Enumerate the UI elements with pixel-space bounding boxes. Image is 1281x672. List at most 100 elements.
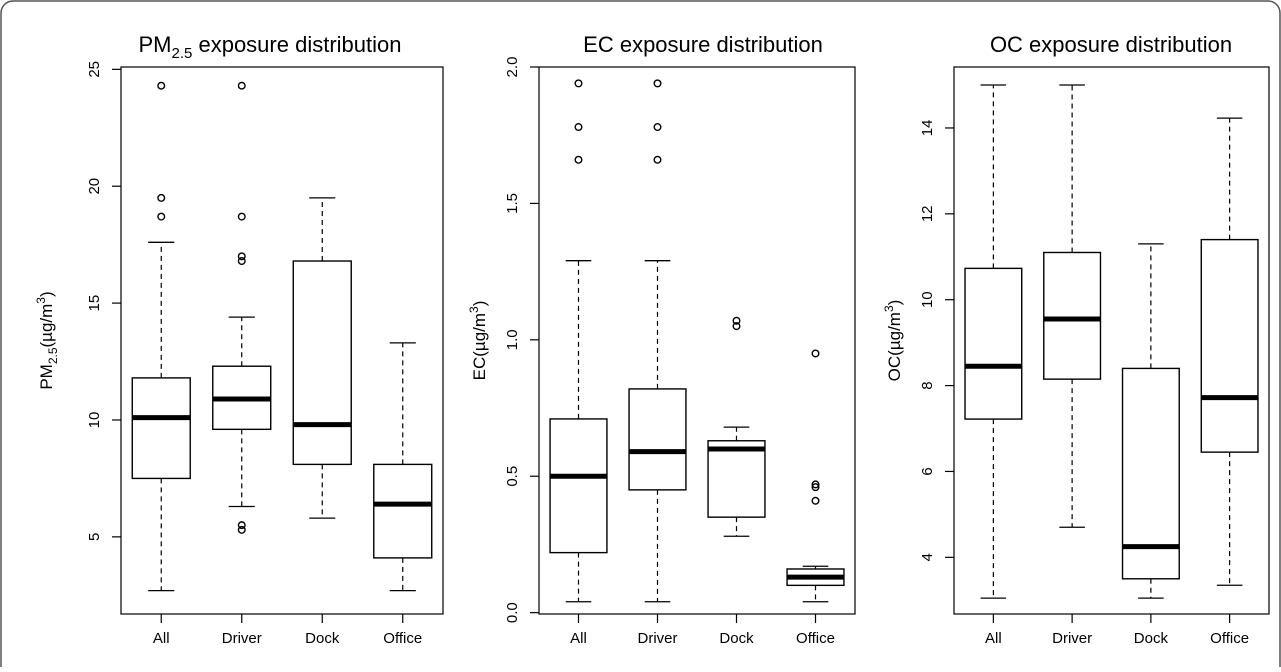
plot-frame bbox=[953, 66, 1270, 615]
iqr-box bbox=[1121, 367, 1180, 580]
panel-1: PM2.5 exposure distributionPM2.5(µg/m3)5… bbox=[34, 32, 444, 647]
iqr-box bbox=[1200, 238, 1259, 453]
iqr-box bbox=[707, 440, 766, 518]
outlier-point bbox=[574, 79, 583, 88]
x-tick-label: Dock bbox=[305, 630, 340, 647]
y-tick-label: 14 bbox=[919, 120, 936, 137]
outlier-point bbox=[811, 480, 820, 489]
y-tick-label: 1.0 bbox=[504, 329, 521, 350]
y-tick-label: 12 bbox=[919, 205, 936, 222]
outlier-point bbox=[574, 123, 583, 132]
y-tick-label: 10 bbox=[919, 291, 936, 308]
outlier-point bbox=[157, 81, 166, 90]
box-dock bbox=[707, 316, 766, 537]
ylabel-unit: (µg/m bbox=[470, 313, 489, 357]
plot-frame bbox=[120, 66, 444, 615]
outlier-point bbox=[237, 252, 246, 261]
y-tick-label: 10 bbox=[86, 412, 103, 429]
y-tick-label: 15 bbox=[86, 295, 103, 312]
x-tick-label: Driver bbox=[638, 630, 678, 647]
y-tick-label: 0.5 bbox=[504, 466, 521, 487]
outlier-point bbox=[732, 322, 741, 331]
x-tick-label: Driver bbox=[222, 630, 262, 647]
y-tick-label: 8 bbox=[919, 381, 936, 389]
outlier-point bbox=[811, 496, 820, 505]
ylabel-close: ) bbox=[470, 301, 489, 307]
y-tick-label: 0.0 bbox=[504, 602, 521, 623]
outlier-point bbox=[237, 257, 246, 266]
outlier-point bbox=[157, 193, 166, 202]
title-text: EC exposure distribution bbox=[583, 32, 823, 57]
ylabel-text: OC bbox=[885, 356, 904, 382]
ylabel-unit: (µg/m bbox=[885, 312, 904, 356]
title-text: OC exposure distribution bbox=[990, 32, 1232, 57]
iqr-box bbox=[131, 377, 191, 480]
y-axis-label: PM2.5(µg/m3) bbox=[34, 291, 60, 389]
ylabel-subscript: 2.5 bbox=[46, 347, 60, 364]
box-office bbox=[1200, 117, 1259, 586]
y-tick-label: 5 bbox=[86, 533, 103, 541]
outlier-point bbox=[237, 525, 246, 534]
y-tick-label: 6 bbox=[919, 467, 936, 475]
chart-title: EC exposure distribution bbox=[583, 32, 823, 57]
box-office bbox=[373, 342, 433, 592]
outlier-point bbox=[811, 349, 820, 358]
outlier-point bbox=[653, 123, 662, 132]
chart-title: OC exposure distribution bbox=[990, 32, 1232, 57]
box-dock bbox=[292, 197, 352, 519]
y-tick-label: 20 bbox=[86, 178, 103, 195]
panel-2: EC exposure distribution EC(µg/m3) 0.0 0.5 1… bbox=[467, 32, 856, 647]
ylabel-close: ) bbox=[885, 300, 904, 306]
plot-frame bbox=[538, 66, 856, 615]
box-driver bbox=[628, 79, 687, 603]
box-all bbox=[549, 79, 608, 603]
x-tick-label: All bbox=[570, 630, 587, 647]
ylabel-superscript: 3 bbox=[467, 306, 481, 313]
x-tick-label: Driver bbox=[1052, 630, 1092, 647]
x-tick-label: All bbox=[153, 630, 170, 647]
x-tick-label: All bbox=[985, 630, 1002, 647]
box-driver bbox=[212, 81, 272, 534]
x-tick-label: Office bbox=[1210, 630, 1249, 647]
outlier-point bbox=[237, 521, 246, 530]
outlier-point bbox=[574, 155, 583, 164]
title-subscript: 2.5 bbox=[172, 45, 193, 62]
ylabel-text: EC bbox=[470, 357, 489, 381]
iqr-box bbox=[549, 418, 608, 554]
ylabel-superscript: 3 bbox=[882, 305, 896, 312]
ylabel-unit: (µg/m bbox=[37, 304, 56, 348]
iqr-box bbox=[373, 463, 433, 559]
iqr-box bbox=[964, 267, 1023, 420]
outlier-point bbox=[237, 212, 246, 221]
iqr-box bbox=[292, 260, 352, 466]
outlier-point bbox=[811, 483, 820, 492]
outlier-point bbox=[653, 155, 662, 164]
title-text: PM bbox=[139, 32, 172, 57]
y-tick-label: 2.0 bbox=[504, 57, 521, 78]
ylabel-text: PM bbox=[37, 364, 56, 390]
ylabel-close: ) bbox=[37, 291, 56, 297]
title-text-rest: exposure distribution bbox=[192, 32, 401, 57]
chart-title: PM2.5 exposure distribution bbox=[139, 32, 402, 62]
box-all bbox=[964, 84, 1023, 599]
x-tick-label: Dock bbox=[1134, 630, 1169, 647]
y-axis-label: EC(µg/m3) bbox=[467, 301, 489, 381]
y-tick-label: 25 bbox=[86, 61, 103, 78]
x-tick-label: Office bbox=[796, 630, 835, 647]
outlier-point bbox=[653, 79, 662, 88]
outlier-point bbox=[237, 81, 246, 90]
outlier-point bbox=[732, 316, 741, 325]
box-dock bbox=[1121, 243, 1180, 599]
x-tick-label: Office bbox=[383, 630, 422, 647]
iqr-box bbox=[628, 388, 687, 491]
outlier-point bbox=[157, 212, 166, 221]
y-axis-label: OC(µg/m3) bbox=[882, 300, 904, 382]
box-all bbox=[131, 81, 191, 592]
y-tick-label: 4 bbox=[919, 553, 936, 561]
box-office bbox=[786, 349, 845, 603]
ylabel-superscript: 3 bbox=[34, 297, 48, 304]
box-driver bbox=[1043, 84, 1102, 528]
